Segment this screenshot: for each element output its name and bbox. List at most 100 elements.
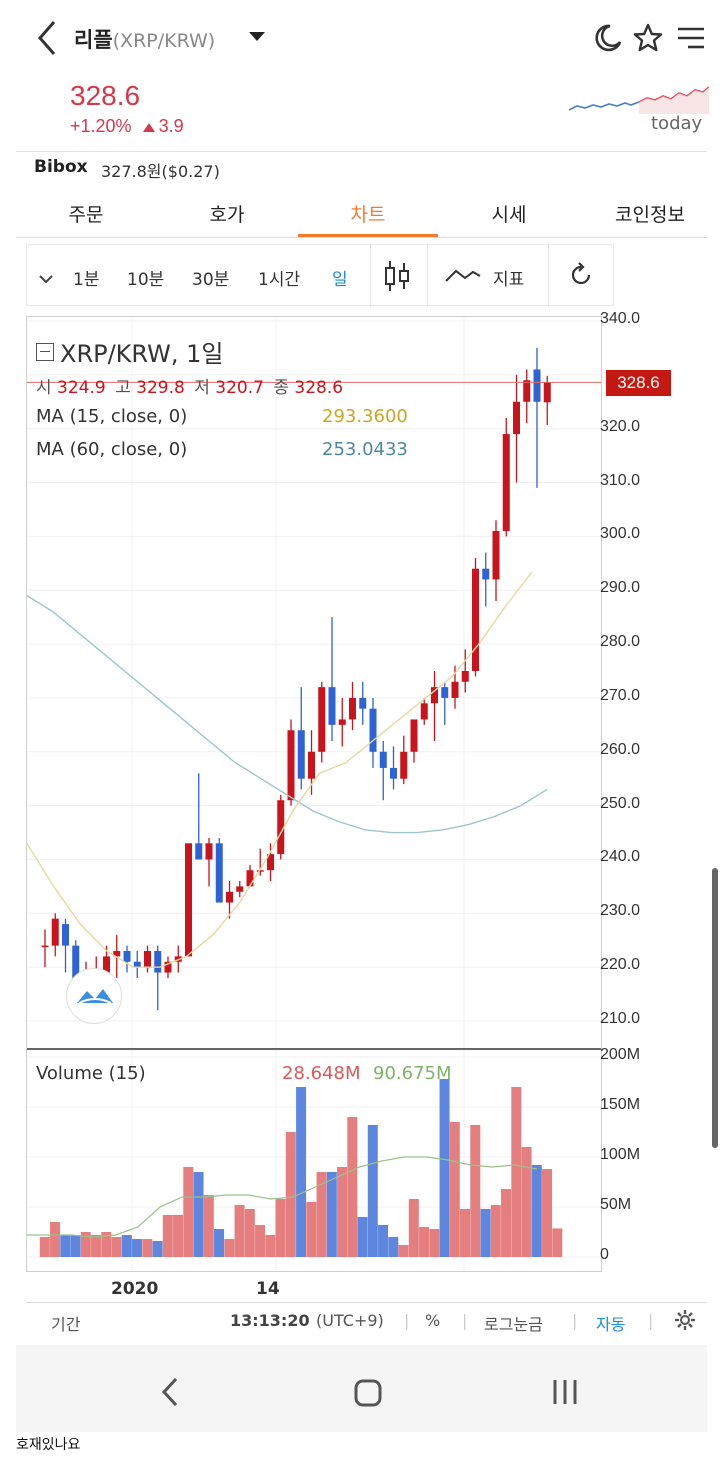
system-nav-bar (16, 1345, 707, 1432)
volume-bar (193, 1172, 204, 1257)
candle-body (431, 687, 438, 704)
timezone[interactable]: (UTC+9) (316, 1311, 384, 1330)
low-label: 저 (194, 378, 210, 398)
y-tick-label: 300.0 (600, 525, 641, 543)
candle-body (379, 751, 387, 768)
interval-10m[interactable]: 10분 (127, 270, 165, 290)
star-icon[interactable] (630, 20, 666, 56)
today-label: today (651, 113, 703, 134)
candle-body (359, 697, 367, 709)
volume-tick-label: 100M (600, 1146, 641, 1163)
nav-recents-icon[interactable] (551, 1378, 579, 1410)
volume-bar (501, 1189, 512, 1257)
chevron-down-icon[interactable] (249, 32, 265, 41)
volume-bar (91, 1235, 102, 1257)
candle-body (482, 568, 490, 580)
candle-body (328, 687, 336, 725)
moon-icon[interactable] (590, 20, 626, 56)
candle-body (277, 800, 285, 855)
divider (370, 245, 371, 307)
nav-home-icon[interactable] (353, 1378, 383, 1412)
candle-body (267, 854, 274, 871)
ma15-value: 293.3600 (322, 406, 408, 427)
tradingview-logo[interactable] (66, 968, 122, 1024)
interval-day[interactable]: 일 (332, 270, 348, 290)
volume-bar (347, 1117, 358, 1257)
volume-bar (142, 1239, 153, 1257)
divider: | (648, 1311, 654, 1330)
candle-body (133, 961, 141, 968)
y-tick-label: 220.0 (600, 956, 641, 974)
candlestick-icon[interactable] (382, 259, 412, 298)
candle-body (513, 401, 520, 435)
tab-order[interactable]: 주문 (68, 204, 104, 226)
coin-name: 리플 (74, 28, 113, 52)
volume-legend[interactable]: Volume (15) (36, 1063, 146, 1084)
candle-body (41, 945, 49, 948)
volume-bar (132, 1239, 143, 1257)
tab-orderbook[interactable]: 호가 (209, 204, 245, 226)
volume-bar (224, 1239, 235, 1257)
candle-body (154, 951, 162, 973)
scrollbar[interactable] (712, 868, 718, 1148)
back-icon[interactable] (34, 18, 64, 58)
divider: | (404, 1311, 410, 1330)
ma15-legend[interactable]: MA (15, close, 0) (36, 406, 187, 427)
high-label: 고 (115, 378, 131, 398)
volume-bar (203, 1195, 214, 1257)
candle-body (195, 843, 203, 860)
interval-1m[interactable]: 1분 (73, 270, 100, 290)
percent-toggle[interactable]: % (425, 1311, 441, 1330)
coin-title[interactable]: 리플(XRP/KRW) (74, 24, 215, 54)
tab-chart[interactable]: 차트 (350, 204, 386, 226)
candle-body (185, 843, 192, 957)
divider (16, 151, 707, 152)
tab-coin-info[interactable]: 코인정보 (615, 204, 685, 226)
chevron-down-icon[interactable] (39, 269, 53, 289)
divider: | (572, 1311, 578, 1330)
active-tab-indicator (298, 234, 438, 237)
candle-body (420, 703, 428, 720)
nav-back-icon[interactable] (158, 1377, 182, 1411)
volume-bar (39, 1237, 50, 1257)
change-percent: +1.20% (70, 116, 132, 136)
candle-body (502, 434, 510, 531)
candle-body (451, 681, 459, 698)
interval-30m[interactable]: 30분 (192, 270, 230, 290)
volume-bar (460, 1209, 471, 1257)
settings-gear-icon[interactable] (674, 1309, 696, 1335)
y-tick-label: 290.0 (600, 579, 641, 597)
candle-body (369, 708, 377, 752)
volume-ma-line (27, 1156, 538, 1238)
y-tick-label: 340.0 (600, 310, 641, 327)
candle-body (164, 961, 172, 973)
tab-bar: 주문 호가 차트 시세 코인정보 (16, 186, 707, 238)
chart-area[interactable] (26, 316, 602, 1272)
line-chart-icon[interactable] (445, 267, 481, 288)
y-tick-label: 260.0 (600, 740, 641, 758)
volume-bar (531, 1165, 542, 1257)
indicator-button[interactable]: 지표 (493, 270, 525, 290)
price-change: +1.20% 3.9 (70, 116, 184, 137)
ma60-label: MA (60, close, 0) (36, 439, 188, 460)
clock-time: 13:13:20 (230, 1311, 310, 1330)
menu-icon[interactable] (672, 20, 708, 56)
ma60-line (26, 595, 548, 834)
tab-market[interactable]: 시세 (491, 204, 527, 226)
log-scale-toggle[interactable]: 로그눈금 (484, 1315, 543, 1334)
volume-tick-label: 0 (600, 1246, 609, 1263)
exchange-price: 327.8원($0.27) (101, 162, 220, 181)
refresh-icon[interactable] (567, 261, 595, 294)
interval-1h[interactable]: 1시간 (258, 270, 301, 290)
auto-scale-toggle[interactable]: 자동 (596, 1315, 626, 1334)
ma15-line (26, 571, 533, 968)
app-screen: 리플(XRP/KRW) 328.6 +1.20% 3.9 today Bibox… (16, 0, 709, 1345)
collapse-icon[interactable] (36, 342, 54, 361)
ma60-legend[interactable]: MA (60, close, 0) (36, 439, 187, 460)
open-value: 324.9 (57, 378, 106, 398)
y-tick-label: 250.0 (600, 794, 641, 812)
change-amount: 3.9 (158, 116, 184, 136)
y-tick-label: 280.0 (600, 633, 641, 651)
period-button[interactable]: 기간 (51, 1315, 81, 1334)
divider (548, 245, 549, 307)
